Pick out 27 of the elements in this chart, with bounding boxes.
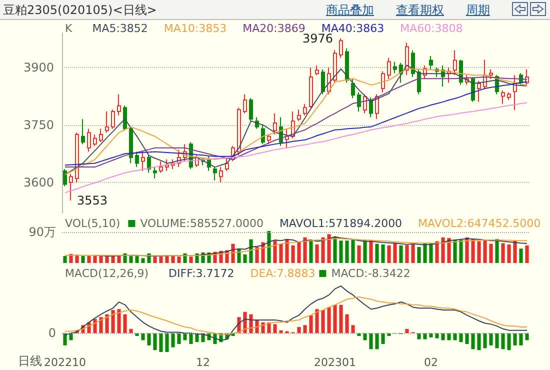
- y-tick-label: 3600: [23, 175, 54, 190]
- chart-title: 豆粕2305(020105)<日线>: [3, 2, 157, 19]
- x-axis-title: 日线: [18, 354, 42, 368]
- series-label: MAVOL1:571894.2000: [279, 217, 402, 230]
- x-tick-label: 12: [196, 356, 210, 369]
- y-tick-label: 3900: [23, 60, 54, 74]
- series-label: MAVOL2:647452.5000: [418, 217, 541, 230]
- text: MA10:3853: [164, 22, 227, 35]
- text: 商品叠加: [326, 2, 374, 19]
- legend-title: MACD(12,26,9): [65, 267, 149, 280]
- text: MA5:3852: [92, 22, 148, 35]
- y-tick-label: 3750: [23, 118, 54, 132]
- ref-line-label: 90万: [28, 224, 56, 239]
- x-tick-label: 02: [424, 356, 438, 369]
- text: 周期: [466, 2, 490, 19]
- legend-title: K: [65, 22, 73, 35]
- x-tick-label: 202210: [44, 356, 86, 369]
- text: DIFF:3.7172: [168, 267, 234, 280]
- annotation: 3553: [77, 193, 108, 208]
- text: 查看期权: [396, 2, 444, 19]
- legend-label: MACD:-8.3422: [331, 267, 410, 280]
- legend-title: VOL(5,10): [65, 217, 120, 230]
- ref-line-label: 0: [48, 326, 56, 340]
- text: DEA:7.8883: [250, 267, 316, 280]
- x-tick-label: 202301: [314, 356, 356, 369]
- text: MA60:3808: [400, 22, 463, 35]
- legend-label: VOLUME:585527.0000: [140, 217, 264, 230]
